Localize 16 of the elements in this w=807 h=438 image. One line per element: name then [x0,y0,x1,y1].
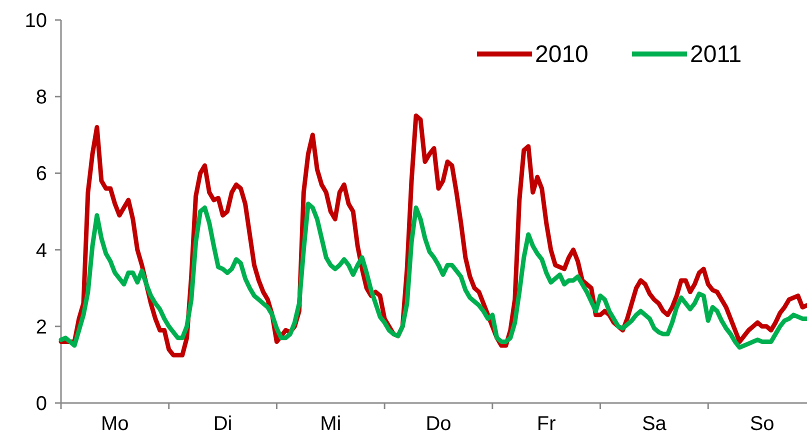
legend-label: 2011 [690,41,742,68]
line-series [58,202,807,350]
x-tick-label: Sa [642,413,668,435]
x-tick-label: Do [426,413,452,435]
x-tick-label: So [750,413,774,435]
legend-label: 2010 [535,41,588,68]
x-tick-label: Fr [536,413,556,435]
y-tick-label: 4 [36,240,47,262]
y-tick-label: 10 [24,10,47,32]
x-tick-label: Mi [320,413,342,435]
y-tick-label: 8 [36,86,47,109]
x-tick-label: Mo [101,413,129,435]
y-tick-label: 0 [36,393,47,415]
x-tick-label: Di [213,413,232,435]
y-tick-label: 2 [36,316,47,338]
y-tick-label: 6 [36,163,47,186]
